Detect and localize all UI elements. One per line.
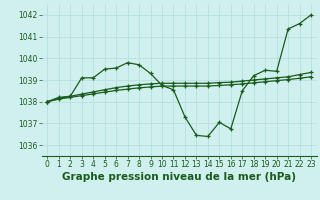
X-axis label: Graphe pression niveau de la mer (hPa): Graphe pression niveau de la mer (hPa)	[62, 172, 296, 182]
